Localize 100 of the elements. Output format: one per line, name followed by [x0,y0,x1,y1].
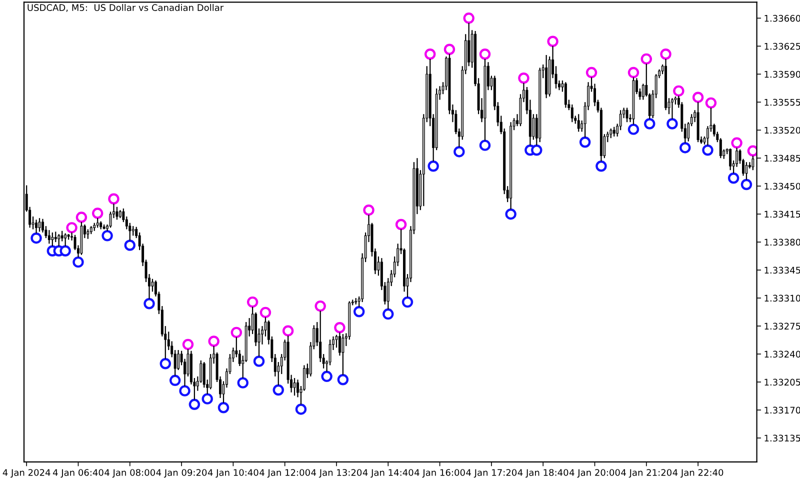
point [353,306,365,318]
point [505,208,516,220]
candlestick [96,218,99,228]
point [740,178,752,190]
candlestick [177,349,180,371]
point [547,36,558,47]
candlestick [54,231,57,243]
y-tick-label: 1.33170 [764,406,800,414]
candlestick [35,219,38,234]
point [660,48,672,60]
y-tick-label: 1.33310 [764,294,800,302]
point [260,306,272,318]
candlestick [748,162,751,170]
x-tick-label: 4 Jan 10:40 [208,469,258,478]
point [596,160,607,172]
point [337,374,349,386]
point [666,118,678,130]
candlestick [577,114,580,132]
point [66,222,78,234]
candlestick [570,104,574,123]
point [479,48,491,60]
y-tick-label: 1.33590 [764,70,800,78]
x-tick-label: 4 Jan 09:20 [156,469,207,478]
point [253,356,265,367]
point [363,204,374,216]
candlestick [116,206,118,220]
point [395,218,407,230]
point [202,393,213,404]
point [108,193,120,205]
candlestick [342,333,344,376]
candlestick [610,128,612,139]
point [230,326,242,338]
y-tick-label: 1.33485 [764,154,800,162]
point [479,140,491,151]
x-tick-label: 4 Jan 20:00 [569,469,620,478]
point [160,358,172,370]
point [76,212,88,223]
x-tick-label: 4 Jan 16:00 [414,469,465,478]
point [454,146,465,158]
candlestick [64,232,67,247]
point [628,66,640,78]
y-tick-label: 1.33415 [764,210,800,218]
point [72,256,84,268]
point [218,402,230,414]
x-tick-label: 4 Jan 12:00 [260,469,310,478]
candlestick [48,230,50,244]
candlestick [564,82,567,108]
point [237,377,248,388]
point [424,48,436,60]
candlestick [468,22,470,67]
candlestick [729,148,732,171]
point [282,325,294,336]
candlestick [532,114,535,140]
point [179,385,190,396]
y-tick-label: 1.33275 [764,322,800,330]
candlestick [626,107,628,123]
candlestick [151,278,154,292]
point [208,336,220,347]
candlestick [60,230,64,242]
candlestick [745,162,748,180]
candlestick [612,126,616,138]
point [680,142,691,154]
x-tick-label: 4 Jan 13:20 [311,469,362,478]
y-tick-label: 1.33345 [764,266,800,274]
point [705,97,717,109]
point [382,308,394,320]
point [60,245,71,256]
y-tick-label: 1.33240 [764,350,800,358]
x-tick-label: 4 Jan 17:20 [466,469,517,478]
point [444,44,456,55]
candlestick [58,234,60,247]
point [30,232,42,244]
point [702,144,714,156]
x-tick-label: 4 Jan 22:40 [672,469,724,478]
point [531,144,542,156]
candlestick [293,377,296,396]
y-tick-label: 1.33625 [764,42,800,50]
point [428,160,439,172]
x-tick-label: 4 Jan 14:40 [362,469,414,478]
candlestick [132,226,134,236]
x-tick-label: 4 Jan 2024 [2,469,50,478]
point [334,322,346,334]
x-tick-label: 4 Jan 18:40 [518,469,568,478]
candlestick [38,218,41,232]
chart-title: USDCAD, M5: US Dollar vs Canadian Dollar [28,4,224,12]
y-tick-label: 1.33205 [764,378,800,386]
x-tick-label: 4 Jan 21:20 [621,469,672,478]
point [673,85,684,97]
candlestick [86,228,90,240]
point [169,374,181,386]
x-tick-label: 4 Jan 06:40 [52,469,104,478]
point [295,404,307,415]
point [124,240,136,251]
point [314,300,326,312]
y-tick-label: 1.33555 [764,98,800,106]
x-tick-label: 4 Jan 08:00 [104,469,155,478]
point [102,230,113,242]
point [272,384,284,396]
point [246,296,258,308]
candlestick [670,98,674,120]
